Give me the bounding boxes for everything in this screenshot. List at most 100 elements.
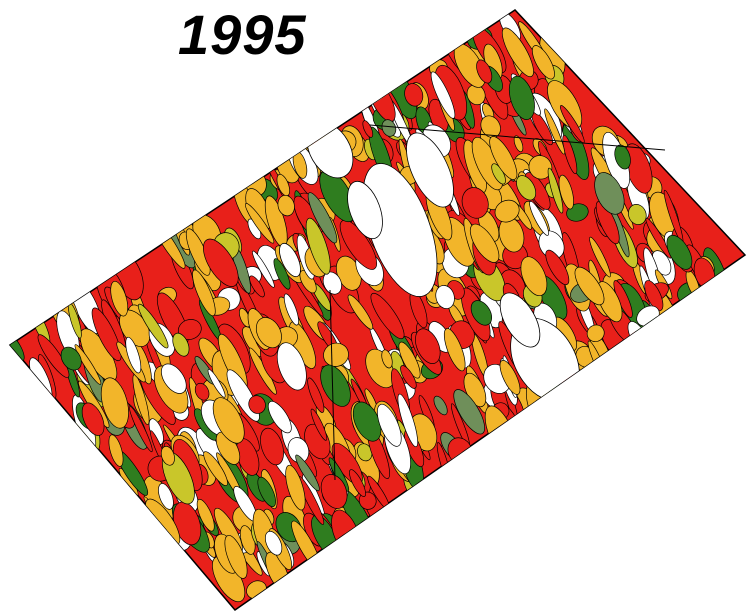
patch [257,476,276,508]
patch [666,234,693,270]
patch [435,285,455,309]
patch [453,389,485,435]
patch [531,45,555,80]
patch [433,395,448,416]
patch [370,292,405,340]
patch [60,346,82,371]
patch [544,108,565,155]
patch [305,217,331,275]
patch [203,451,228,486]
grid-line [369,124,666,151]
patch [74,344,102,385]
patch [406,132,454,208]
patch [470,300,493,326]
patch [310,408,328,441]
patch [377,403,402,447]
patch [558,174,574,210]
patch [381,119,397,137]
patch [207,368,226,398]
patch [545,249,570,286]
patch [108,434,124,467]
patch [594,172,625,215]
patch [267,401,292,434]
patch [362,163,438,297]
patch [614,144,631,170]
patch [212,397,245,444]
patch [203,238,239,287]
patch [81,402,105,436]
patch [476,59,493,84]
patch [137,303,169,349]
patch [91,307,122,362]
patch [362,120,374,138]
patch [285,464,306,511]
patch [466,84,486,106]
patch [320,364,351,407]
patch [430,71,456,119]
patch [415,328,441,364]
patch [248,395,266,414]
patch [574,266,605,306]
patch [644,280,664,312]
patch [347,294,374,330]
patch [589,236,611,278]
patch [461,187,489,219]
patch [244,203,275,244]
patch [125,336,142,374]
patch [307,377,325,413]
patch [595,200,620,245]
patch [628,204,647,225]
patch [100,377,129,429]
patch [249,275,265,298]
patch [252,250,275,288]
patch [172,332,190,357]
patch [255,317,282,349]
patch [443,328,466,372]
grid-line [329,289,336,481]
patch [194,382,210,401]
patch [307,192,338,244]
patch [501,27,534,78]
patch [339,219,378,270]
patch [499,292,541,348]
patch [264,530,283,556]
patch [158,483,174,510]
patch [196,498,215,532]
patch [192,269,216,317]
map-title: 1995 [178,3,307,66]
patch [480,115,501,138]
patch [528,155,553,180]
patch [398,341,421,379]
patch [529,201,549,236]
patch [463,372,487,408]
patch [279,242,301,278]
patch [349,469,366,497]
patch [283,293,299,326]
patch [273,258,291,290]
patch [276,342,307,391]
patch [494,199,520,223]
patch [469,223,500,263]
patch [508,75,535,120]
patch [323,342,349,367]
patch [295,454,320,492]
patch [586,324,605,343]
patch [397,393,418,448]
patch [347,180,383,240]
patch [160,445,175,466]
patch [499,359,521,395]
patch [547,167,564,214]
patch [404,83,424,107]
patch [562,134,578,175]
patch [277,194,295,217]
patch [381,349,393,369]
patch [516,175,537,201]
patches [10,11,730,603]
patch [489,136,518,180]
patch [161,363,187,394]
patch [520,256,548,297]
patch [37,334,70,378]
patch [596,281,623,323]
